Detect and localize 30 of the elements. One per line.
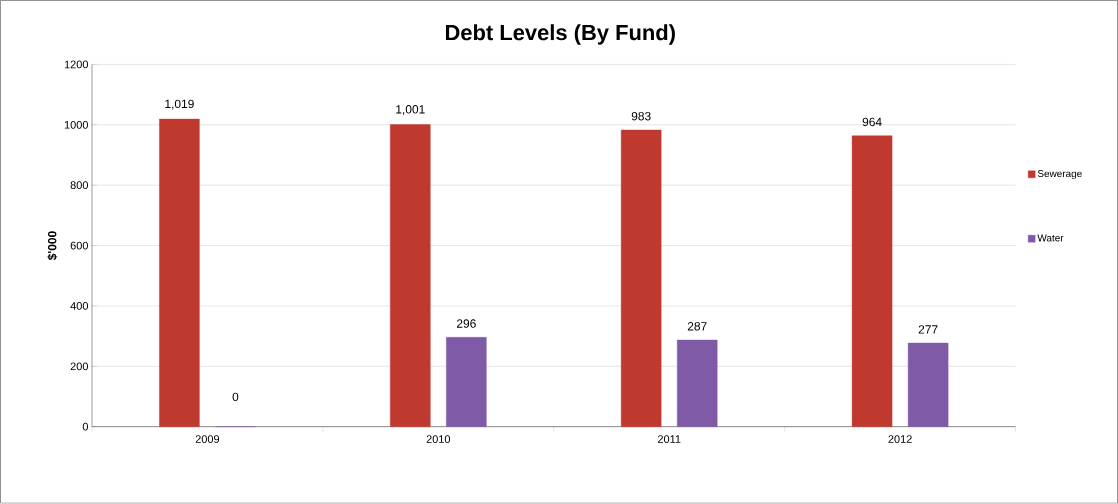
bar [390,124,431,428]
y-tick-label: 0 [82,422,88,431]
data-label: 287 [687,322,707,331]
y-tick-label: 400 [70,302,88,310]
data-label: 983 [631,112,651,121]
x-tick-label: 2012 [888,435,912,444]
bar [620,129,662,428]
y-tick-label: 1000 [64,121,88,129]
y-tick-label: 1200 [64,60,88,69]
bar [677,340,718,428]
chart-title: Debt Levels (By Fund) [445,24,675,45]
legend-label: Water [1037,234,1064,242]
y-axis-title: $'000 [47,231,58,261]
bar [907,343,949,428]
bar [159,119,200,428]
y-tick-label: 200 [70,362,88,371]
x-tick-label: 2011 [657,435,681,444]
data-label: 1,001 [396,105,425,116]
bar [446,337,487,428]
bar [851,135,893,428]
x-tick-label: 2010 [426,435,451,444]
y-tick-label: 800 [70,181,88,190]
x-tick-label: 2009 [195,435,220,444]
data-label: 296 [456,319,476,328]
y-tick-label: 600 [70,241,88,250]
data-label: 0 [232,392,239,402]
data-label: 277 [918,325,938,334]
data-label: 964 [862,117,882,127]
data-label: 1,019 [165,99,194,110]
legend-label: Sewerage [1037,170,1082,180]
